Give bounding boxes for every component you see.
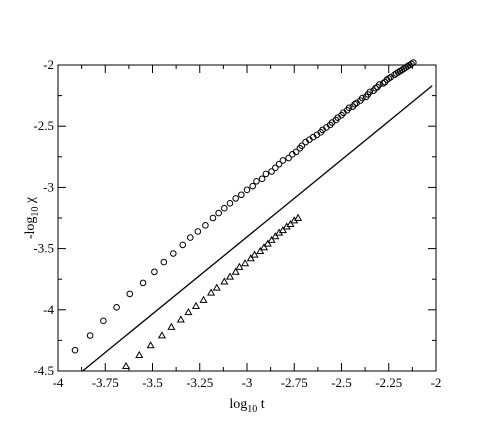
circle-point bbox=[113, 304, 120, 311]
circle-point bbox=[345, 104, 353, 112]
y-axis-title-rest: χ bbox=[23, 196, 38, 207]
triangle-point bbox=[157, 331, 167, 339]
circle-point bbox=[100, 317, 107, 325]
circle-point bbox=[268, 168, 275, 175]
triangle-point bbox=[286, 219, 295, 228]
axis-ticks bbox=[57, 64, 437, 372]
circle-point bbox=[275, 160, 283, 168]
circle-point bbox=[194, 228, 202, 235]
triangle-point bbox=[256, 246, 265, 254]
x-tick-label: -3.5 bbox=[142, 375, 163, 390]
circle-point bbox=[279, 157, 287, 164]
x-axis-title-base: log bbox=[229, 397, 247, 412]
circle-point bbox=[86, 332, 94, 339]
x-tick-label: -3 bbox=[242, 375, 253, 390]
y-tick-label: -2.5 bbox=[33, 118, 54, 133]
y-axis-title: -log10 χ bbox=[23, 196, 41, 239]
circle-point bbox=[243, 186, 251, 194]
circle-point bbox=[126, 290, 134, 298]
circle-point bbox=[253, 177, 260, 185]
circle-point bbox=[151, 268, 158, 276]
x-tick-label: -2 bbox=[431, 375, 442, 390]
x-tick-label: -3.25 bbox=[186, 375, 213, 390]
circle-point bbox=[71, 346, 79, 354]
x-axis-title-rest: t bbox=[257, 397, 265, 412]
circle-point bbox=[187, 234, 194, 241]
triangle-point bbox=[176, 315, 185, 323]
circle-point bbox=[376, 81, 383, 88]
plot-frame bbox=[57, 64, 437, 372]
x-tick-label: -2.5 bbox=[331, 375, 352, 390]
circle-point bbox=[249, 182, 256, 190]
circle-point bbox=[179, 241, 187, 249]
triangle-point bbox=[135, 350, 144, 358]
x-tick-label: -4 bbox=[53, 375, 64, 390]
circle-point bbox=[410, 59, 417, 66]
circle-point bbox=[298, 142, 306, 150]
circle-point bbox=[238, 191, 245, 199]
circle-point bbox=[139, 279, 147, 287]
circle-point bbox=[262, 170, 270, 178]
circle-point bbox=[160, 258, 168, 266]
circle-point bbox=[292, 148, 300, 156]
triangle-point bbox=[225, 272, 235, 280]
chart-marks bbox=[71, 59, 433, 372]
y-axis-title-base: -log bbox=[23, 217, 38, 240]
y-tick-label: -3.5 bbox=[33, 241, 54, 256]
y-tick-label: -3 bbox=[43, 179, 54, 194]
circle-point bbox=[226, 200, 234, 207]
circle-point bbox=[221, 204, 228, 212]
triangle-point bbox=[231, 267, 240, 275]
x-tick-label: -3.75 bbox=[92, 375, 119, 390]
triangle-point bbox=[259, 243, 269, 251]
triangle-point bbox=[191, 301, 201, 310]
triangle-point bbox=[220, 277, 229, 285]
triangle-point bbox=[199, 295, 208, 303]
triangle-point bbox=[271, 232, 280, 240]
circle-point bbox=[232, 195, 239, 202]
triangle-point bbox=[263, 239, 272, 247]
triangle-point bbox=[184, 308, 193, 316]
x-axis-title: log10 t bbox=[229, 397, 264, 415]
y-tick-label: -4 bbox=[43, 302, 54, 317]
tick-labels: -4 -3.75 -3.5 -3.25 -3 -2.75 -2.5 -2.25 -2 -2 -2.5… bbox=[33, 57, 441, 390]
triangle-point bbox=[167, 322, 176, 330]
circle-point bbox=[202, 222, 209, 229]
triangle-point bbox=[235, 262, 244, 270]
circle-point bbox=[272, 164, 279, 172]
x-tick-label: -2.75 bbox=[281, 375, 308, 390]
triangle-point bbox=[121, 361, 131, 370]
triangle-point bbox=[278, 226, 287, 234]
y-tick-label: -2 bbox=[43, 57, 54, 72]
circle-point bbox=[215, 209, 222, 217]
triangle-point bbox=[146, 341, 155, 349]
triangle-point bbox=[246, 254, 255, 262]
triangle-point bbox=[212, 283, 221, 291]
y-axis-title-subscript: 10 bbox=[30, 207, 41, 217]
triangle-point bbox=[207, 288, 216, 296]
x-axis-title-subscript: 10 bbox=[247, 404, 257, 415]
circle-point bbox=[258, 175, 266, 183]
y-tick-label: -4.5 bbox=[33, 363, 54, 378]
circle-point bbox=[285, 154, 292, 162]
circle-point bbox=[366, 88, 374, 96]
triangle-point bbox=[293, 213, 303, 221]
circle-point bbox=[209, 214, 217, 222]
triangle-point bbox=[250, 250, 259, 258]
circle-point bbox=[358, 94, 366, 102]
circle-point bbox=[169, 250, 177, 257]
triangle-point bbox=[267, 235, 276, 243]
x-tick-label: -2.25 bbox=[375, 375, 402, 390]
triangle-point bbox=[241, 259, 250, 267]
reference-line bbox=[82, 85, 433, 372]
